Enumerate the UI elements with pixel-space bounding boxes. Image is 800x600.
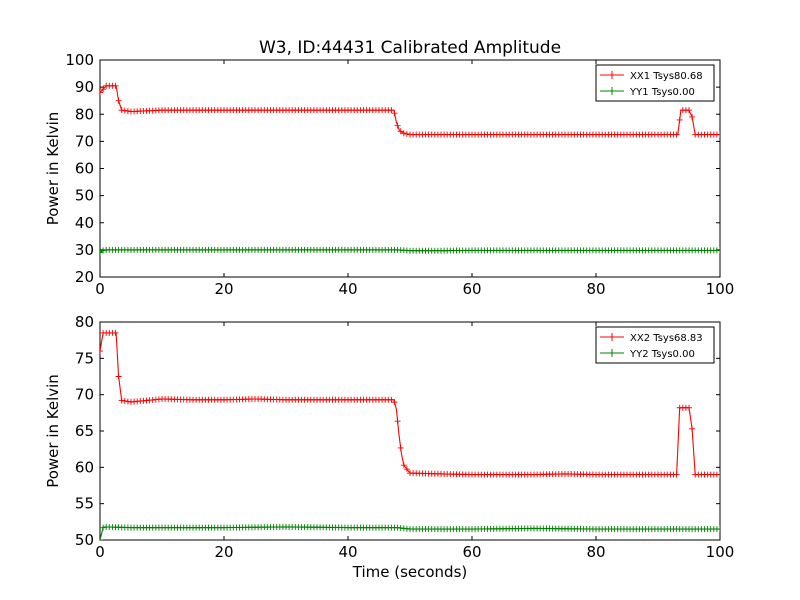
y-tick-label: 70 [75, 132, 94, 150]
x-tick-label: 0 [95, 280, 105, 298]
data-point [121, 397, 128, 404]
y-tick-label: 30 [75, 241, 94, 259]
y-tick-label: 40 [75, 214, 94, 232]
data-point [100, 89, 103, 96]
data-point [388, 107, 395, 114]
x-tick-label: 60 [462, 543, 481, 561]
legend [595, 326, 715, 364]
legend-marker [608, 349, 616, 357]
data-point [394, 122, 401, 129]
data-point [391, 399, 398, 406]
data-point [394, 418, 401, 425]
data-point [689, 113, 696, 120]
data-point [118, 107, 125, 114]
x-tick-label: 40 [338, 543, 357, 561]
y-tick-label: 75 [75, 349, 94, 367]
data-point [673, 131, 680, 138]
x-tick-label: 0 [95, 543, 105, 561]
data-point [717, 526, 720, 533]
x-tick-label: 40 [338, 280, 357, 298]
data-point [686, 107, 692, 114]
data-point [673, 471, 680, 478]
legend-marker [608, 71, 616, 79]
y-tick-label: 60 [75, 458, 94, 476]
data-point [121, 107, 128, 114]
y-tick-label: 70 [75, 386, 94, 404]
legend-label: YY1 Tsys0.00 [629, 87, 695, 98]
data-point [124, 108, 131, 115]
series-yy [100, 246, 720, 256]
data-point [112, 329, 119, 336]
legend-label: XX2 Tsys68.83 [630, 333, 703, 344]
y-axis-label: Power in Kelvin [44, 374, 62, 488]
data-point [115, 373, 122, 380]
legend [595, 64, 715, 102]
y-tick-label: 50 [75, 187, 94, 205]
x-tick-label: 60 [462, 280, 481, 298]
data-point [118, 397, 125, 404]
y-tick-label: 20 [75, 268, 94, 286]
x-tick-label: 80 [586, 280, 605, 298]
data-point [124, 398, 131, 405]
data-point [397, 444, 404, 451]
legend-marker [608, 87, 616, 95]
bottom-panel: 0 20 40 60 80 100 50 55 60 65 70 75 80 Power in Kelvi… [44, 313, 734, 561]
data-point [100, 524, 107, 531]
y-tick-label: 100 [65, 51, 94, 69]
data-point [403, 130, 410, 137]
x-tick-label: 20 [214, 543, 233, 561]
data-point [388, 396, 395, 403]
data-point [400, 130, 407, 137]
data-point [400, 462, 407, 469]
x-tick-label: 100 [706, 543, 735, 561]
data-point [397, 128, 404, 135]
data-point [686, 404, 692, 411]
x-axis-label: Time (seconds) [352, 563, 468, 581]
series-xx [100, 329, 720, 478]
series-yy [100, 523, 720, 540]
legend-label: YY2 Tsys0.00 [629, 349, 695, 360]
data-point [403, 466, 410, 473]
data-point [676, 116, 683, 123]
chart-title: W3, ID:44431 Calibrated Amplitude [259, 38, 561, 58]
y-tick-label: 50 [75, 531, 94, 549]
x-tick-label: 100 [706, 280, 735, 298]
y-tick-label: 55 [75, 495, 94, 513]
data-point [100, 247, 107, 254]
x-tick-label: 80 [586, 543, 605, 561]
y-tick-label: 80 [75, 313, 94, 331]
data-point [717, 131, 720, 138]
y-axis-label: Power in Kelvin [44, 112, 62, 226]
legend-marker [608, 333, 616, 341]
y-tick-label: 90 [75, 78, 94, 96]
data-point [391, 110, 398, 117]
data-point [112, 82, 119, 89]
data-point [100, 249, 103, 256]
y-tick-label: 60 [75, 160, 94, 178]
data-point [717, 471, 720, 478]
data-point [100, 86, 107, 93]
data-point [115, 97, 122, 104]
series-xx [100, 82, 720, 138]
legend-label: XX1 Tsys80.68 [630, 71, 703, 82]
y-tick-label: 80 [75, 105, 94, 123]
data-point [689, 425, 696, 432]
y-tick-label: 65 [75, 422, 94, 440]
data-point [100, 348, 103, 355]
x-tick-label: 20 [214, 280, 233, 298]
data-point [717, 247, 720, 254]
